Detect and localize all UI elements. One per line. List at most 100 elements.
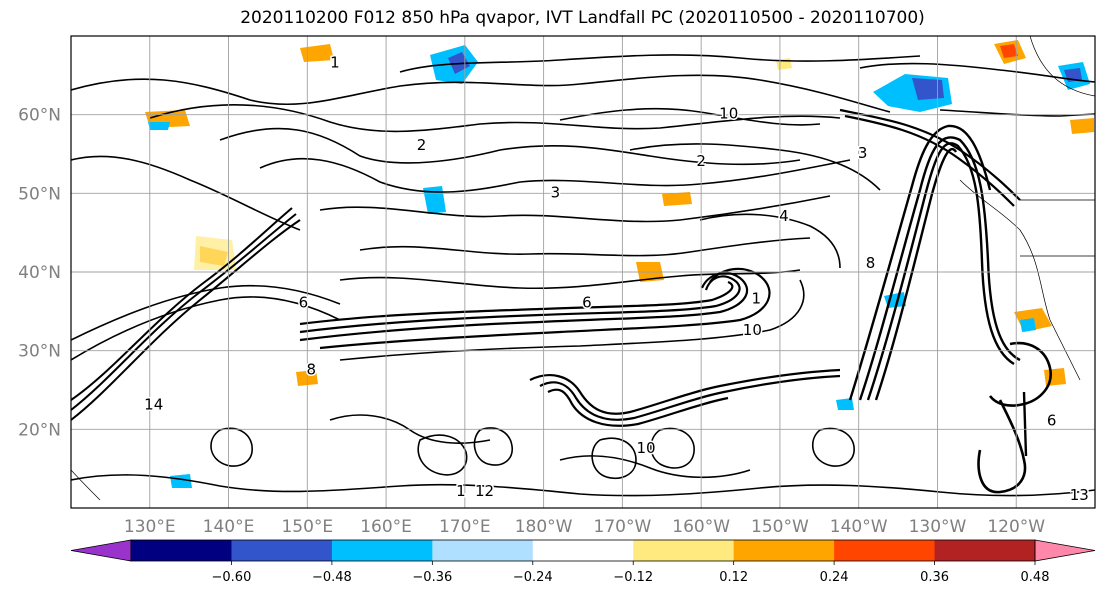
colorbar-tick-label: 0.24 (820, 570, 849, 585)
colorbar-tick-label: 0.48 (1021, 570, 1050, 585)
y-axis-labels: 20°N 30°N 40°N 50°N 60°N (18, 106, 61, 441)
contour-line (844, 114, 1015, 207)
contour-label: 10 (636, 439, 655, 457)
contour-line (939, 109, 1095, 117)
shaded-region (1044, 368, 1066, 386)
map-frame (70, 35, 1096, 509)
contour-line (473, 427, 513, 466)
contour-label: 2 (696, 152, 706, 170)
contour-line (210, 427, 253, 467)
colorbar-swatch (231, 540, 333, 561)
colorbar-swatch (331, 540, 433, 561)
colorbar-extend-low (70, 539, 132, 562)
contour-line (874, 147, 958, 401)
contour-line (339, 279, 805, 361)
contour-line (559, 455, 751, 479)
x-tick-label: 150°W (751, 517, 809, 537)
contour-line (399, 54, 921, 73)
contour-line (71, 155, 301, 231)
colorbar-swatch (934, 540, 1036, 561)
shaded-region (148, 122, 170, 130)
contour-line (299, 275, 741, 334)
contour-line (859, 62, 1095, 83)
colorbar-swatch (834, 540, 936, 561)
coastline (959, 179, 1081, 381)
contour-line (219, 127, 801, 166)
contour-label: 1 (456, 482, 466, 500)
x-tick-label: 140°W (830, 517, 888, 537)
x-tick-label: 160°W (672, 517, 730, 537)
contour-line (71, 474, 1095, 497)
contour-line (71, 284, 341, 341)
contour-label: 14 (144, 396, 163, 414)
coastline (1020, 199, 1095, 257)
colorbar-tick-label: −0.12 (613, 570, 653, 585)
colorbar-swatch (432, 540, 534, 561)
contour-line (988, 341, 1052, 407)
colorbar-tick-label: −0.24 (513, 570, 553, 585)
colorbar-swatch (131, 540, 232, 561)
y-tick-label: 60°N (18, 106, 61, 126)
colorbar: −0.60 −0.48 −0.36 −0.24 −0.12 0.12 0.24 0.36 0.4… (70, 539, 1096, 585)
colorbar-extend-high (1034, 539, 1096, 562)
colorbar-tick-label: −0.48 (312, 570, 352, 585)
x-axis-labels: 130°E 140°E 150°E 160°E 170°E 180°W 170°W 160°W… (124, 517, 1045, 537)
contour-label: 6 (582, 293, 592, 311)
contour-label: 13 (1070, 486, 1089, 504)
contour-label: 2 (417, 136, 427, 154)
contour-line (329, 414, 491, 444)
contour-line (259, 157, 851, 193)
ivt-contour-layer (71, 54, 1095, 497)
colorbar-tick-label: −0.36 (412, 570, 452, 585)
shaded-region (194, 236, 236, 270)
shaded-region (836, 398, 854, 410)
contour-line (1022, 391, 1028, 457)
x-tick-label: 160°E (360, 517, 412, 537)
coastlines (71, 36, 1095, 501)
coastline (1029, 36, 1095, 97)
x-tick-label: 170°W (594, 517, 652, 537)
contour-line (319, 195, 831, 223)
contour-line (417, 434, 468, 476)
shaded-region (912, 78, 944, 100)
contour-line (699, 213, 841, 269)
contour-line (591, 437, 637, 480)
contour-label: 8 (866, 254, 876, 272)
x-tick-label: 180°W (515, 517, 573, 537)
x-tick-label: 170°E (439, 517, 491, 537)
contour-line (319, 267, 771, 350)
x-tick-label: 140°E (203, 517, 255, 537)
contour-label: 8 (306, 360, 316, 378)
chart-title: 2020110200 F012 850 hPa qvapor, IVT Land… (240, 8, 925, 28)
contour-line (71, 296, 341, 361)
colorbar-frame (130, 539, 1036, 562)
y-tick-label: 50°N (18, 184, 61, 204)
contour-line (839, 108, 1021, 201)
shaded-region (1020, 318, 1036, 332)
contour-label: 4 (779, 207, 789, 225)
contour-line (866, 142, 1015, 401)
contour-line (529, 368, 841, 415)
contour-line (650, 427, 695, 469)
colorbar-swatch (733, 540, 835, 561)
shaded-region (1070, 118, 1094, 134)
contour-label: 1 (330, 53, 340, 71)
contour-label: 3 (858, 144, 868, 162)
y-tick-label: 40°N (18, 263, 61, 283)
coastline (71, 469, 101, 501)
x-tick-label: 150°E (281, 517, 333, 537)
contour-line (149, 103, 841, 133)
contour-line (299, 271, 748, 342)
contour-line (359, 237, 811, 257)
contour-label: 6 (299, 293, 309, 311)
contour-label: 6 (1047, 411, 1057, 429)
x-tick-label: 120°W (987, 517, 1045, 537)
shaded-region (170, 474, 192, 488)
y-tick-label: 30°N (18, 342, 61, 362)
contour-line (71, 207, 293, 401)
contour-label: 10 (719, 105, 738, 123)
contour-line (547, 388, 729, 427)
